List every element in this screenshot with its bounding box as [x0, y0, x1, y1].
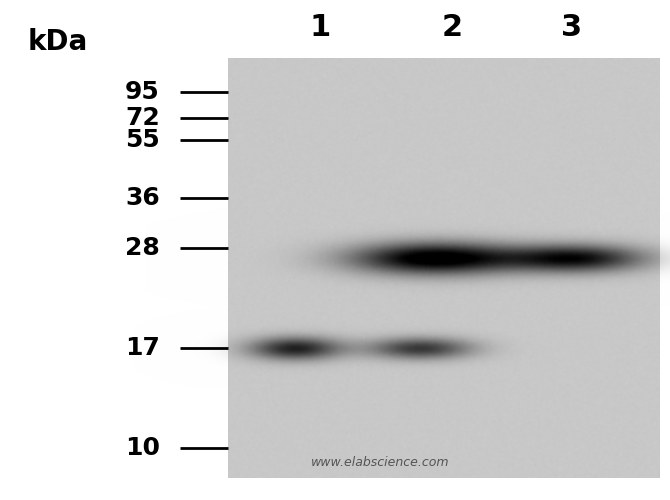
Text: kDa: kDa	[28, 28, 88, 56]
Text: 17: 17	[125, 336, 160, 360]
Text: 95: 95	[125, 80, 160, 104]
Text: 36: 36	[125, 186, 160, 210]
Text: 1: 1	[310, 14, 330, 42]
Text: 72: 72	[125, 106, 160, 130]
Text: 55: 55	[125, 128, 160, 152]
Text: 2: 2	[442, 14, 462, 42]
Text: 3: 3	[561, 14, 582, 42]
Text: 28: 28	[125, 236, 160, 260]
Text: www.elabscience.com: www.elabscience.com	[311, 456, 450, 469]
Text: 10: 10	[125, 436, 160, 460]
